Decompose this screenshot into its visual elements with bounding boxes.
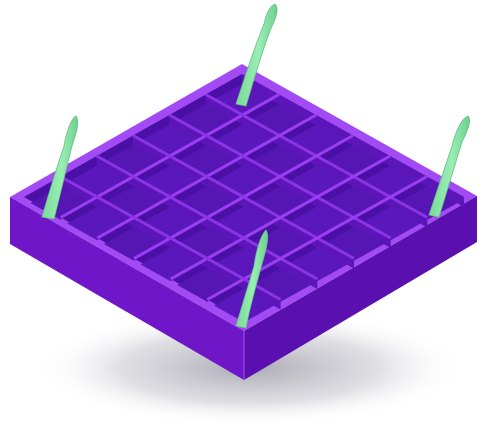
cell-floor — [67, 206, 128, 241]
cell-floor — [213, 165, 274, 200]
cell-wall — [353, 135, 390, 166]
cell-wall — [316, 115, 353, 146]
cell-floor — [103, 145, 164, 179]
cell-wall — [96, 156, 134, 187]
cell-wall — [169, 156, 207, 187]
cell-floor — [140, 206, 201, 241]
cell-floor — [287, 247, 348, 282]
cell-floor — [249, 104, 310, 138]
cell-wall — [280, 258, 318, 289]
cell-floor — [140, 165, 201, 200]
cell-wall — [390, 197, 428, 228]
cell-floor — [286, 206, 348, 241]
cell-wall — [207, 217, 244, 248]
cell-wall — [133, 217, 171, 248]
cell-wall — [133, 176, 171, 207]
cell-wall — [169, 115, 207, 146]
cell-wall — [206, 135, 244, 166]
cell-floor — [176, 145, 237, 179]
cell-wall — [353, 176, 391, 207]
cell-floor — [250, 268, 311, 302]
cell-wall — [60, 176, 98, 207]
tray-cells — [30, 74, 464, 323]
cell-floor — [177, 227, 238, 261]
cell-floor — [250, 186, 311, 220]
cell-wall — [206, 176, 244, 207]
cell-wall — [390, 156, 427, 187]
cell-floor — [103, 227, 164, 261]
tray-front-left-face — [10, 197, 244, 380]
cell-floor — [249, 145, 310, 179]
cell-floor — [286, 165, 347, 200]
cell-floor — [213, 206, 274, 241]
cell-floor — [397, 186, 458, 220]
cell-wall — [353, 217, 391, 248]
tray-dividers — [59, 93, 429, 301]
cell-floor — [176, 186, 237, 220]
cell-wall — [243, 156, 280, 187]
cell-floor — [175, 104, 237, 138]
cell-wall — [243, 197, 281, 228]
green-strip — [235, 229, 269, 329]
green-strip — [428, 115, 470, 218]
green-strip — [235, 3, 278, 107]
cell-floor — [103, 186, 164, 220]
cell-wall — [207, 258, 244, 289]
cell-wall — [317, 238, 354, 269]
cell-floor — [360, 165, 421, 200]
cell-wall — [133, 135, 170, 166]
cell-floor — [360, 206, 421, 241]
cell-wall — [280, 176, 317, 207]
divider-line — [59, 175, 282, 301]
green-strips — [41, 3, 470, 329]
cell-wall — [279, 135, 317, 166]
cell-floor — [212, 124, 273, 159]
cell-wall — [280, 217, 318, 248]
cell-wall — [205, 94, 243, 125]
cell-wall — [279, 94, 316, 125]
cell-floor — [286, 124, 347, 159]
cell-floor — [323, 186, 384, 220]
green-strip — [41, 115, 79, 220]
cell-floor — [30, 186, 91, 220]
cell-floor — [139, 124, 200, 159]
cell-floor — [177, 268, 238, 302]
cell-wall — [170, 238, 208, 269]
cell-floor — [323, 227, 385, 261]
cell-wall — [242, 115, 280, 146]
cell-wall — [97, 197, 134, 228]
cell-floor — [323, 145, 384, 179]
cell-wall — [170, 197, 207, 228]
cell-wall — [316, 156, 354, 187]
cell-floor — [66, 165, 127, 200]
tray-front-right-face — [244, 196, 477, 380]
cell-floor — [140, 247, 201, 282]
cell-wall — [316, 197, 354, 228]
